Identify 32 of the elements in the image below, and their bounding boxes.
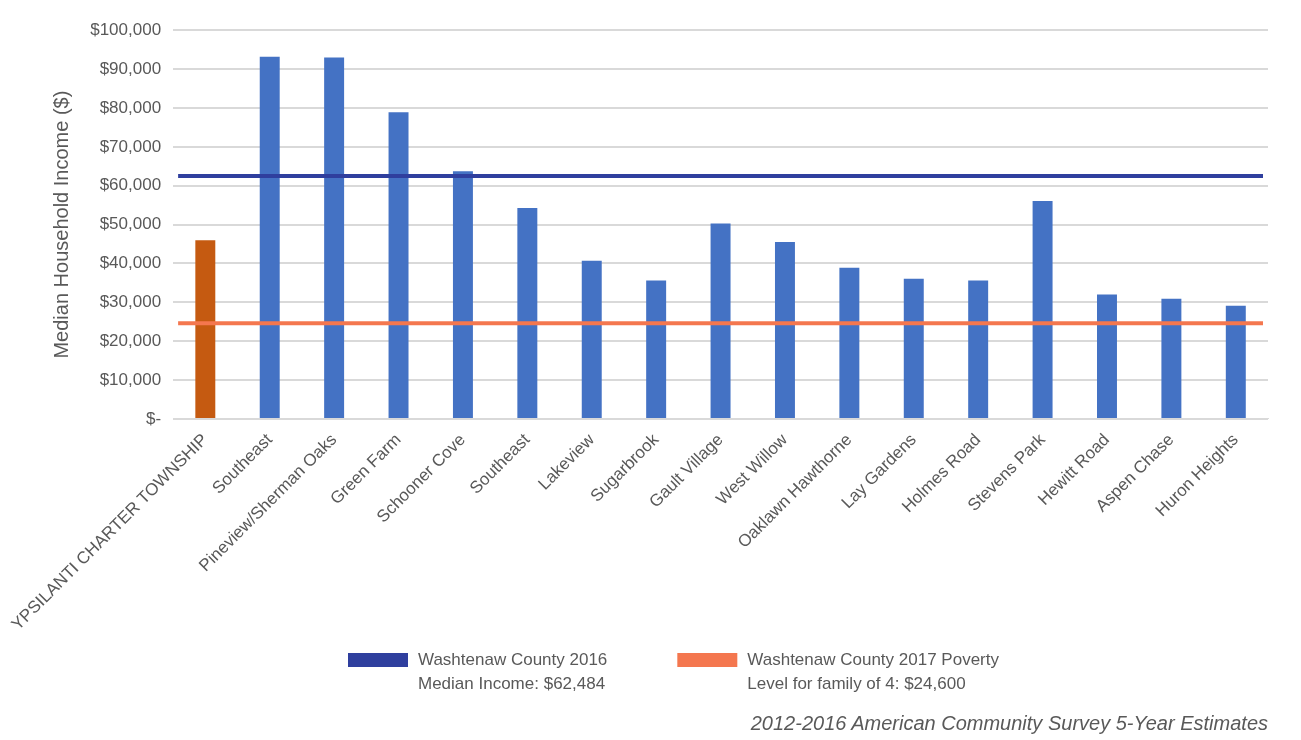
y-tick-label: $- (145, 408, 162, 428)
bar (324, 57, 345, 418)
bar (1225, 305, 1246, 418)
bar (1032, 200, 1053, 418)
bar (195, 240, 216, 418)
y-tick-label: $60,000 (99, 175, 162, 195)
bar (517, 207, 538, 418)
bar (388, 112, 409, 418)
text: 2012-2016 American Community Survey 5-Year Estimates (749, 712, 1269, 735)
y-tick-label: $20,000 (99, 330, 162, 350)
y-tick-label: $70,000 (99, 136, 162, 156)
bar (774, 242, 795, 418)
bar (710, 223, 731, 418)
y-tick-label: $10,000 (99, 369, 162, 389)
bar (1097, 294, 1117, 418)
bar (259, 56, 280, 418)
y-tick-label: $50,000 (99, 214, 162, 234)
y-tick-label: $30,000 (99, 292, 162, 312)
bar (646, 280, 667, 418)
bar (839, 267, 860, 418)
bar (1161, 298, 1182, 418)
y-axis-title: Median Household Income ($) (49, 90, 72, 359)
y-tick-label: $90,000 (99, 58, 162, 78)
legend-label: Washtenaw County 2017 Poverty Level for family of 4: $24,600 (747, 649, 1000, 693)
bar (581, 260, 602, 418)
y-tick-label: $100,000 (90, 19, 162, 39)
legend-label: Washtenaw County 2016 Median Income: $62,484 (418, 649, 608, 693)
bar (452, 171, 473, 418)
y-tick-label: $40,000 (99, 253, 162, 273)
y-tick-label: $80,000 (99, 97, 162, 117)
bar (903, 278, 924, 418)
bar (968, 280, 989, 418)
